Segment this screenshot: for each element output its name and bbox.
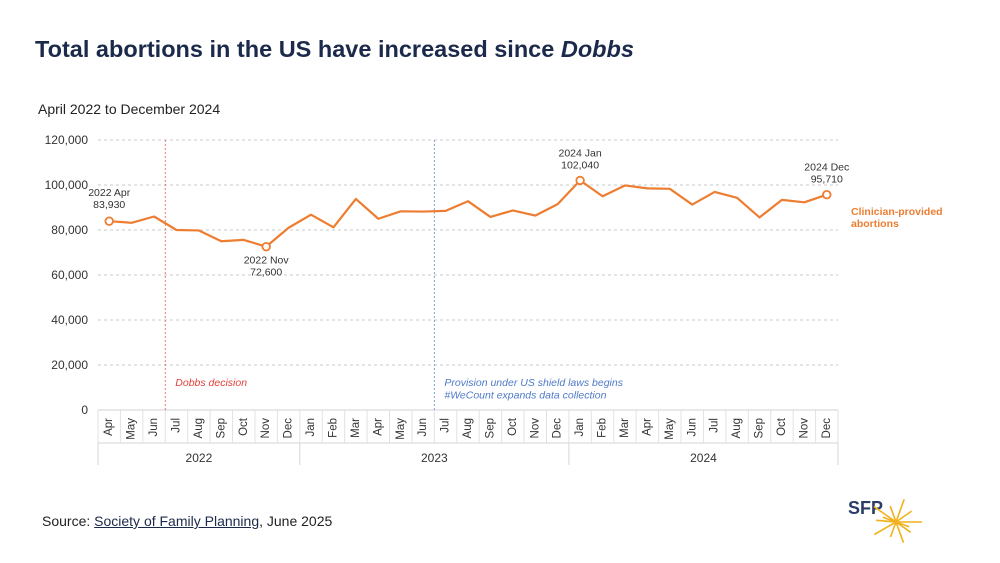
data-point-marker [822, 189, 832, 200]
x-tick-label: Sep [754, 418, 766, 438]
y-tick-label: 100,000 [45, 178, 89, 192]
data-label: 2024 Jan [559, 147, 602, 159]
chart-title: Total abortions in the US have increased… [35, 36, 634, 63]
starburst-ray [895, 521, 910, 528]
starburst-ray [889, 521, 897, 538]
data-label: 2022 Apr [88, 187, 131, 199]
event-label: #WeCount expands data collection [444, 390, 606, 402]
x-tick-label: Dec [821, 418, 833, 439]
starburst-ray [876, 519, 897, 523]
x-tick-label: Mar [350, 418, 362, 438]
event-label: Provision under US shield laws begins [444, 377, 623, 389]
x-tick-label: Oct [507, 417, 519, 436]
source-prefix: Source: [42, 513, 95, 529]
x-tick-label: Jul [171, 418, 183, 433]
y-tick-label: 60,000 [51, 268, 88, 282]
logo-text: SFP [848, 498, 884, 518]
y-tick-label: 20,000 [51, 358, 88, 372]
x-tick-label: Sep [215, 418, 227, 438]
x-tick-label: Aug [193, 418, 205, 438]
x-tick-label: Apr [103, 418, 115, 436]
y-tick-label: 0 [81, 403, 88, 417]
x-tick-label: May [126, 418, 138, 440]
x-tick-label: Apr [372, 418, 384, 436]
x-tick-label: Aug [731, 418, 743, 438]
data-point-marker [575, 175, 585, 186]
x-tick-label: Nov [798, 418, 810, 439]
x-tick-label: May [395, 418, 407, 440]
series-line [109, 179, 828, 248]
x-tick-label: Dec [283, 418, 295, 439]
x-tick-label: Oct [776, 417, 788, 436]
y-tick-label: 120,000 [45, 133, 89, 147]
data-label: 102,040 [561, 159, 599, 171]
x-tick-label: Dec [552, 418, 564, 439]
x-tick-label: May [664, 418, 676, 440]
y-tick-label: 80,000 [51, 223, 88, 237]
x-tick-label: Nov [529, 418, 541, 439]
x-tick-label: Sep [484, 418, 496, 438]
chart-subtitle: April 2022 to December 2024 [38, 101, 221, 117]
starburst-ray [882, 516, 897, 523]
year-label: 2023 [421, 451, 448, 465]
data-label: 2024 Dec [804, 162, 849, 174]
event-label: Dobbs decision [175, 377, 247, 389]
line-chart: 0 20,000 40,000 60,000 80,000 100,000 120,000 A… [45, 133, 943, 465]
data-label: 72,600 [250, 267, 282, 279]
x-tick-label: Jul [440, 418, 452, 433]
series-legend-label: Clinician-provided [851, 206, 943, 218]
x-tick-label: Mar [619, 418, 631, 438]
chart-title-main: Total abortions in the US have increased… [35, 36, 561, 62]
x-tick-label: Feb [327, 418, 339, 438]
year-label: 2022 [186, 451, 213, 465]
starburst-ray [895, 521, 905, 543]
starburst-ray [873, 521, 897, 536]
source-suffix: , June 2025 [259, 513, 333, 529]
starburst-ray [895, 499, 905, 523]
data-point-marker [261, 241, 271, 252]
source-link[interactable]: Society of Family Planning [94, 513, 260, 529]
year-label: 2024 [690, 451, 717, 465]
x-tick-label: Aug [462, 418, 474, 438]
x-tick-label: Jan [305, 418, 317, 437]
x-tick-label: Jun [686, 418, 698, 437]
x-tick-label: Nov [260, 418, 272, 439]
x-tick-label: Jun [417, 418, 429, 437]
starburst-ray [873, 505, 897, 523]
chart-title-italic: Dobbs [560, 36, 634, 62]
starburst-icon [873, 499, 922, 543]
series-legend-label: abortions [851, 218, 899, 230]
x-tick-label: Jun [148, 418, 160, 437]
x-tick-label: Feb [597, 418, 609, 438]
sfp-logo: SFP [838, 494, 938, 552]
x-tick-label: Oct [238, 417, 250, 436]
x-tick-label: Apr [641, 418, 653, 436]
data-label: 83,930 [93, 199, 125, 211]
data-point-marker [104, 216, 114, 226]
starburst-ray [895, 510, 913, 523]
y-tick-label: 40,000 [51, 313, 88, 327]
data-label: 2022 Nov [244, 255, 290, 267]
data-label: 95,710 [811, 174, 843, 186]
x-tick-label: Jul [709, 418, 721, 433]
starburst-ray [889, 505, 897, 523]
source-note: Source: Society of Family Planning, June… [42, 513, 332, 529]
x-tick-label: Jan [574, 418, 586, 437]
